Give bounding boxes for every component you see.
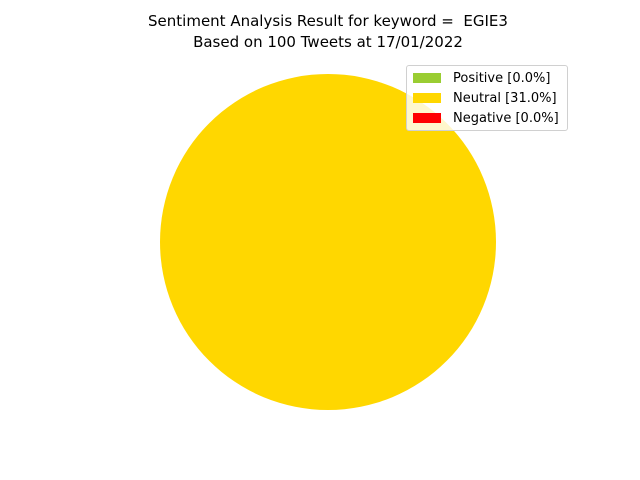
- legend-item-neutral: Neutral [31.0%]: [413, 90, 557, 106]
- chart-title-line-1: Sentiment Analysis Result for keyword = …: [148, 12, 508, 30]
- legend-swatch-positive: [413, 73, 441, 83]
- legend-label-negative: Negative [0.0%]: [453, 110, 559, 126]
- legend-swatch-neutral: [413, 93, 441, 103]
- chart-legend: Positive [0.0%] Neutral [31.0%] Negative…: [406, 65, 568, 131]
- pie-slice-neutral: [160, 74, 496, 410]
- legend-swatch-negative: [413, 113, 441, 123]
- legend-label-positive: Positive [0.0%]: [453, 70, 551, 86]
- legend-item-positive: Positive [0.0%]: [413, 70, 550, 86]
- legend-label-neutral: Neutral [31.0%]: [453, 90, 557, 106]
- chart-title-line-2: Based on 100 Tweets at 17/01/2022: [193, 33, 463, 51]
- legend-item-negative: Negative [0.0%]: [413, 110, 559, 126]
